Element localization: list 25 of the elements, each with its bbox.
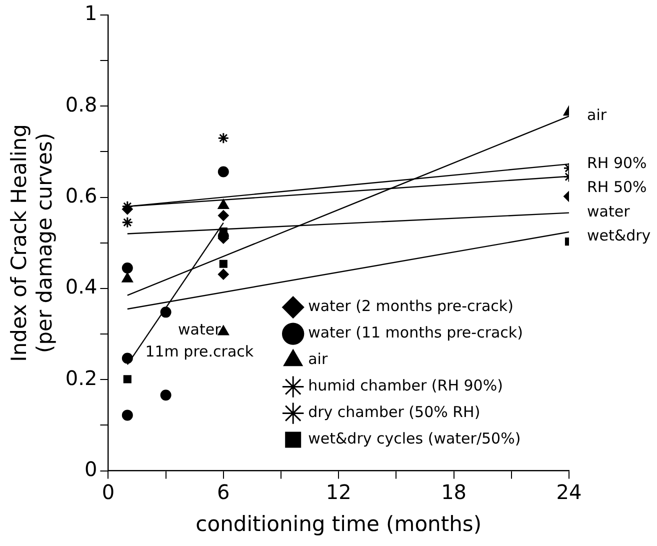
y-tick-label: 0.4 <box>65 274 98 299</box>
y-tick-label: 0.6 <box>65 184 98 208</box>
legend-label: dry chamber (50% RH) <box>308 403 480 422</box>
x-tick-label: 18 <box>441 480 467 504</box>
series-label: wet&dry <box>587 226 651 245</box>
x-axis-title: conditioning time (months) <box>196 512 482 536</box>
legend-label: air <box>308 350 328 368</box>
x-tick-label: 12 <box>326 480 352 504</box>
legend-label: wet&dry cycles (water/50%) <box>308 430 521 448</box>
series-label: air <box>587 106 608 124</box>
y-tick-label: 0.8 <box>65 92 98 116</box>
legend-label: humid chamber (RH 90%) <box>308 376 503 395</box>
x-tick-label: 6 <box>217 480 230 504</box>
series-label: water <box>587 202 631 221</box>
x-tick-label: 24 <box>556 480 582 504</box>
y-tick-label: 0.2 <box>65 366 98 390</box>
series-label: RH 50% <box>587 178 647 196</box>
y-tick-label: 0 <box>84 457 98 482</box>
legend-label: water (11 months pre-crack) <box>308 324 523 342</box>
series-label: water 11m pre.crack <box>145 320 254 361</box>
series-label: RH 90% <box>587 154 647 172</box>
legend-label: water (2 months pre-crack) <box>308 297 514 316</box>
x-tick-label: 0 <box>102 480 115 504</box>
y-axis-title: Index of Crack Healing (per damage curves) <box>7 124 56 362</box>
y-tick-label: 1 <box>84 1 98 26</box>
